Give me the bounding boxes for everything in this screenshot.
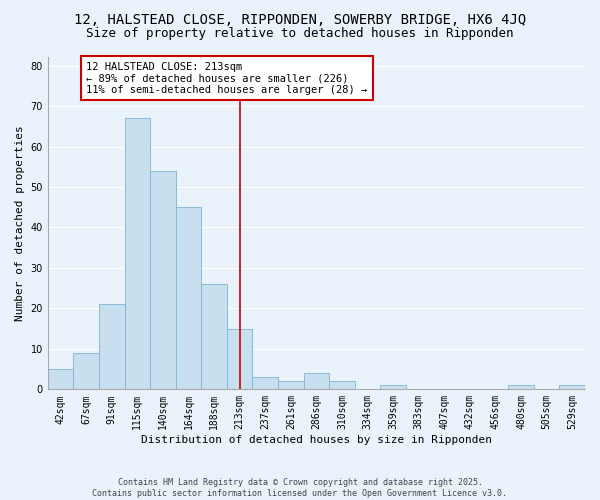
Bar xyxy=(559,386,585,390)
Bar xyxy=(380,386,406,390)
Text: 12, HALSTEAD CLOSE, RIPPONDEN, SOWERBY BRIDGE, HX6 4JQ: 12, HALSTEAD CLOSE, RIPPONDEN, SOWERBY B… xyxy=(74,12,526,26)
Bar xyxy=(253,377,278,390)
Bar xyxy=(201,284,227,390)
Bar xyxy=(278,381,304,390)
Bar xyxy=(227,328,253,390)
Bar xyxy=(329,381,355,390)
Bar xyxy=(176,207,201,390)
Text: Contains HM Land Registry data © Crown copyright and database right 2025.
Contai: Contains HM Land Registry data © Crown c… xyxy=(92,478,508,498)
Bar xyxy=(48,369,73,390)
Bar xyxy=(508,386,534,390)
Y-axis label: Number of detached properties: Number of detached properties xyxy=(15,126,25,322)
Bar xyxy=(99,304,125,390)
Bar xyxy=(73,353,99,390)
Bar xyxy=(304,373,329,390)
Text: 12 HALSTEAD CLOSE: 213sqm
← 89% of detached houses are smaller (226)
11% of semi: 12 HALSTEAD CLOSE: 213sqm ← 89% of detac… xyxy=(86,62,367,94)
Text: Size of property relative to detached houses in Ripponden: Size of property relative to detached ho… xyxy=(86,28,514,40)
Bar xyxy=(150,171,176,390)
Bar xyxy=(125,118,150,390)
X-axis label: Distribution of detached houses by size in Ripponden: Distribution of detached houses by size … xyxy=(141,435,492,445)
